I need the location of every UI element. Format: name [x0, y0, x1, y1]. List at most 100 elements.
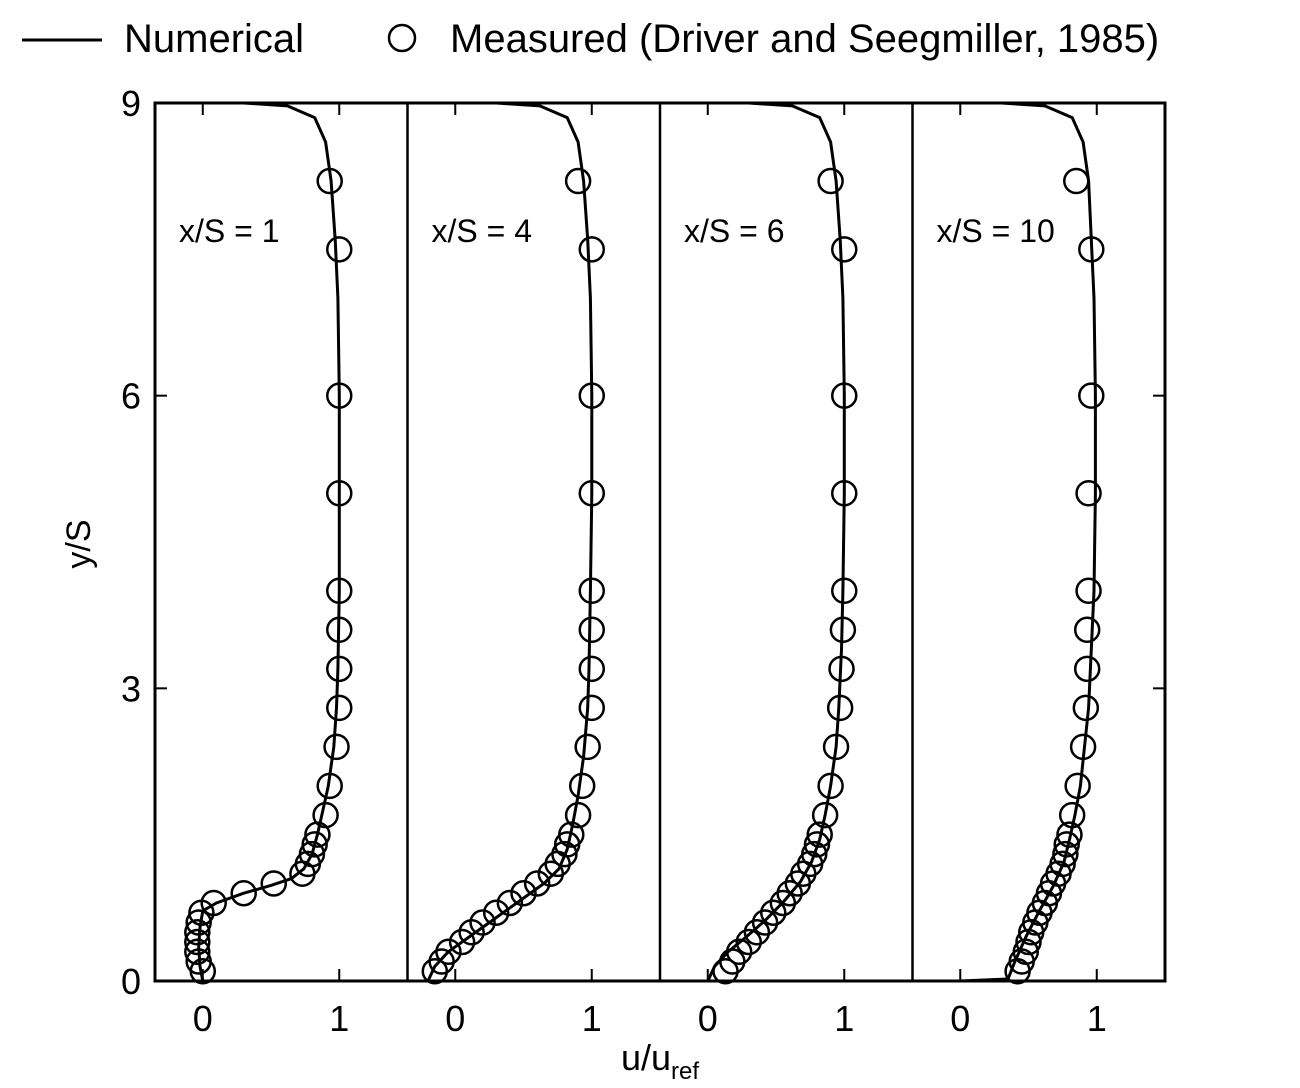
- measured-point: [1075, 479, 1102, 507]
- x-tick-label: 0: [445, 998, 465, 1039]
- measured-point: [323, 733, 350, 761]
- measured-point: [578, 479, 606, 507]
- measured-point: [829, 616, 857, 644]
- measured-point: [326, 577, 353, 605]
- x-axis-label-subscript: ref: [671, 1058, 699, 1085]
- numerical-line: [912, 101, 1097, 983]
- measured-point: [831, 479, 858, 507]
- y-tick-label: 6: [121, 376, 141, 417]
- measured-point: [817, 772, 844, 800]
- measured-point: [448, 928, 476, 956]
- numerical-line: [155, 101, 341, 982]
- measured-point: [316, 167, 343, 195]
- measured-point: [817, 167, 844, 195]
- measured-point: [312, 801, 339, 829]
- measured-point: [523, 870, 551, 897]
- measured-point: [1078, 382, 1105, 409]
- x-tick-label: 1: [329, 998, 349, 1039]
- measured-point: [1052, 840, 1079, 868]
- x-tick-label: 0: [950, 998, 970, 1039]
- measured-point: [574, 733, 601, 761]
- measured-point: [1012, 938, 1040, 965]
- x-tick-label: 0: [193, 998, 213, 1039]
- measured-point: [578, 694, 606, 722]
- panel-label: x/S = 1: [179, 213, 280, 249]
- x-tick-label: 1: [1087, 998, 1107, 1039]
- measured-point: [568, 772, 596, 800]
- measured-point: [828, 655, 855, 683]
- measured-point: [1075, 577, 1102, 605]
- measured-point: [1069, 733, 1097, 761]
- measured-point: [1073, 616, 1101, 644]
- measured-point: [326, 479, 353, 507]
- measured-point: [469, 909, 496, 936]
- measured-point: [1056, 821, 1083, 848]
- y-tick-label: 3: [121, 668, 141, 709]
- measured-point: [184, 938, 211, 965]
- measured-point: [496, 889, 524, 917]
- panel-label: x/S = 6: [684, 213, 785, 249]
- measured-point: [826, 694, 854, 722]
- measured-point: [551, 840, 578, 868]
- measured-point: [1078, 236, 1105, 263]
- measured-point: [725, 938, 753, 965]
- measured-point: [822, 733, 850, 761]
- measured-point: [564, 167, 592, 195]
- measured-point: [510, 879, 537, 907]
- measured-point: [831, 236, 858, 263]
- measured-point: [326, 236, 353, 263]
- measured-point: [806, 821, 833, 848]
- measured-point: [1015, 928, 1042, 956]
- measured-point: [578, 577, 606, 605]
- measured-point: [200, 889, 227, 917]
- measured-point: [578, 616, 606, 644]
- measured-point: [326, 382, 353, 409]
- measured-point: [776, 879, 803, 907]
- plot-frame: [153, 101, 1167, 983]
- measured-point: [301, 831, 328, 858]
- x-tick-label: 1: [834, 998, 854, 1039]
- panel-label: x/S = 4: [432, 213, 533, 249]
- measured-point: [1058, 801, 1086, 829]
- measured-point: [578, 655, 606, 683]
- measured-point: [1053, 831, 1080, 858]
- x-tick-label: 0: [698, 998, 718, 1039]
- legend: Numerical Measured (Driver and Seegmille…: [22, 17, 1159, 61]
- y-axis-label: y/S: [60, 519, 98, 568]
- measured-point: [230, 879, 257, 907]
- measured-point: [1049, 850, 1076, 878]
- measured-point: [482, 899, 510, 926]
- numerical-line: [407, 101, 594, 982]
- measured-point: [185, 948, 212, 975]
- y-tick-label: 9: [121, 83, 141, 124]
- measured-point: [435, 938, 462, 965]
- measured-point: [743, 918, 771, 946]
- measured-point: [184, 928, 211, 956]
- panel-label: x/S = 10: [937, 213, 1055, 249]
- measured-point: [316, 772, 343, 800]
- legend-circle-swatch: [387, 23, 417, 53]
- measured-point: [564, 801, 592, 829]
- measured-point: [260, 870, 287, 897]
- measured-point: [800, 840, 828, 868]
- measured-point: [326, 694, 353, 722]
- measured-point: [760, 899, 787, 926]
- measured-point: [803, 831, 831, 858]
- x-axis-label-main: u/u: [621, 1037, 671, 1078]
- measured-point: [558, 821, 585, 848]
- legend-label-measured: Measured (Driver and Seegmiller, 1985): [450, 17, 1159, 61]
- measured-point: [578, 382, 606, 409]
- measured-point: [735, 928, 762, 956]
- y-tick-label: 0: [121, 961, 141, 1002]
- measured-point: [1064, 772, 1091, 800]
- measured-point: [831, 577, 858, 605]
- measured-point: [326, 616, 353, 644]
- legend-label-numerical: Numerical: [124, 17, 304, 61]
- measured-point: [811, 801, 839, 829]
- measured-point: [185, 909, 212, 936]
- x-tick-label: 1: [582, 998, 602, 1039]
- measured-point: [298, 840, 326, 868]
- measured-point: [831, 382, 858, 409]
